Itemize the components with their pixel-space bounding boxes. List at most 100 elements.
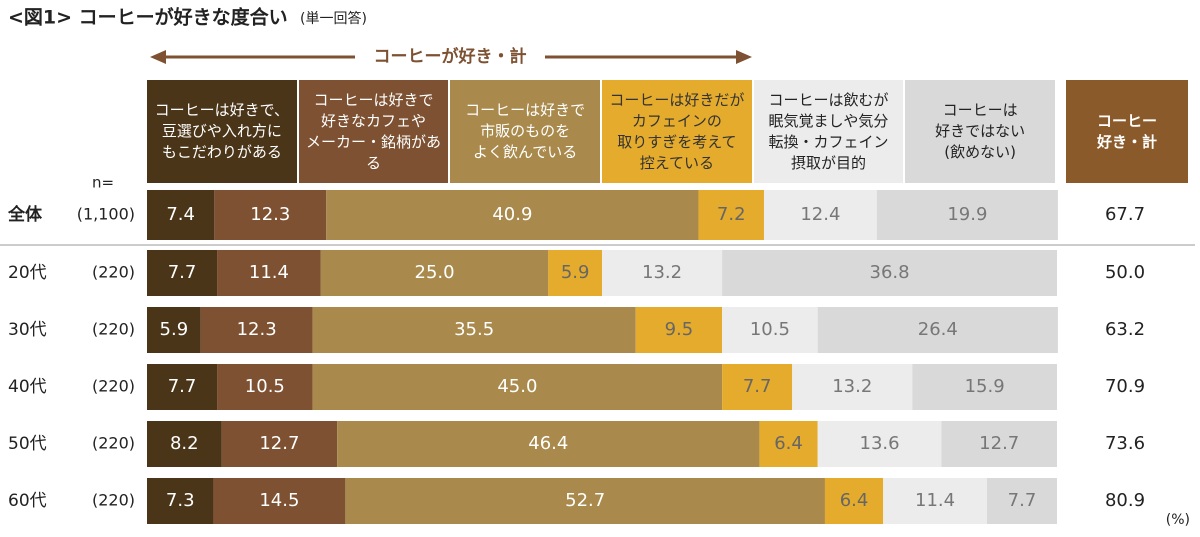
value-label: 5.9 xyxy=(160,319,189,340)
value-label: 12.7 xyxy=(259,433,299,454)
chart-title: <図1> コーヒーが好きな度合い xyxy=(8,6,288,29)
value-label: 10.5 xyxy=(750,319,790,340)
bar-segment xyxy=(986,478,1057,524)
bar-segment xyxy=(698,190,764,240)
annotation: コーヒーが好き・計 xyxy=(374,46,527,67)
bar-segment xyxy=(147,307,201,353)
value-label: 45.0 xyxy=(497,376,537,397)
bar-segment xyxy=(326,190,699,240)
bar-segment xyxy=(722,364,793,410)
legend-header: コーヒーは好きで 市販のものを よく飲んでいる xyxy=(450,80,600,183)
bar-segment xyxy=(147,250,218,296)
bar-segment xyxy=(221,421,338,467)
value-label: 7.3 xyxy=(166,490,195,511)
value-label: 6.4 xyxy=(774,433,803,454)
value-label: 10.5 xyxy=(245,376,285,397)
value-label: 12.3 xyxy=(237,319,277,340)
bar-segment xyxy=(147,421,222,467)
bar-segment xyxy=(217,250,321,296)
total-label: 73.6 xyxy=(1105,433,1145,454)
bar-segment xyxy=(912,364,1057,410)
value-label: 12.3 xyxy=(250,204,290,225)
category-label: 50代 xyxy=(8,434,47,454)
arrow-head xyxy=(150,50,166,64)
legend-header: コーヒーは好きで 好きなカフェや メーカー・銘柄がある xyxy=(298,80,449,183)
n-value-label: (220) xyxy=(92,377,135,396)
annotation-bg xyxy=(355,44,545,70)
bar-segment xyxy=(147,190,215,240)
arrow-head xyxy=(736,50,752,64)
value-label: 13.6 xyxy=(860,433,900,454)
n-value-label: (220) xyxy=(92,434,135,453)
value-label: 6.4 xyxy=(840,490,869,511)
category-label: 20代 xyxy=(8,263,47,283)
bar-segment xyxy=(722,250,1057,296)
n-value-label: (1,100) xyxy=(77,205,135,224)
bar-segment xyxy=(337,421,760,467)
value-label: 25.0 xyxy=(415,262,455,283)
bar-segment xyxy=(213,478,346,524)
legend-header: コーヒーは飲むが 眠気覚ましや気分 転換・カフェイン 摂取が目的 xyxy=(753,80,904,183)
value-label: 7.4 xyxy=(166,204,195,225)
value-label: 7.7 xyxy=(168,376,197,397)
value-label: 40.9 xyxy=(492,204,532,225)
bar-segment xyxy=(824,478,884,524)
bar-segment xyxy=(722,307,818,353)
value-label: 11.4 xyxy=(249,262,289,283)
bar-segment xyxy=(200,307,313,353)
total-label: 67.7 xyxy=(1105,204,1145,225)
bar-segment xyxy=(817,421,942,467)
value-label: 13.2 xyxy=(832,376,872,397)
bar-segment xyxy=(214,190,327,240)
bar-segment xyxy=(147,478,214,524)
bar-segment xyxy=(312,364,723,410)
value-label: 36.8 xyxy=(870,262,910,283)
chart-subtitle: (単一回答) xyxy=(300,10,367,27)
bar-segment xyxy=(763,190,877,240)
category-label: 60代 xyxy=(8,491,47,511)
n-value-label: (220) xyxy=(92,263,135,282)
totals-header: コーヒー 好き・計 xyxy=(1066,80,1188,183)
total-label: 70.9 xyxy=(1105,376,1145,397)
value-label: 15.9 xyxy=(965,376,1005,397)
unit-label: (%) xyxy=(1166,512,1190,528)
value-label: 7.7 xyxy=(168,262,197,283)
bar-segment xyxy=(217,364,313,410)
value-label: 11.4 xyxy=(915,490,955,511)
bar-segment xyxy=(883,478,987,524)
bar-segment xyxy=(759,421,818,467)
bar-segment xyxy=(941,421,1057,467)
bar-segment xyxy=(312,307,636,353)
value-label: 7.7 xyxy=(743,376,772,397)
value-label: 5.9 xyxy=(561,262,590,283)
bar-segment xyxy=(792,364,913,410)
n-value-label: (220) xyxy=(92,491,135,510)
category-label: 30代 xyxy=(8,320,47,340)
value-label: 13.2 xyxy=(642,262,682,283)
value-label: 9.5 xyxy=(665,319,694,340)
legend-header: コーヒーは好きだが カフェインの 取りすぎを考えて 控えている xyxy=(602,80,752,183)
n-value-label: (220) xyxy=(92,320,135,339)
total-label: 63.2 xyxy=(1105,319,1145,340)
value-label: 35.5 xyxy=(454,319,494,340)
bar-segment xyxy=(548,250,602,296)
category-label: 40代 xyxy=(8,377,47,397)
value-label: 26.4 xyxy=(918,319,958,340)
total-label: 80.9 xyxy=(1105,490,1145,511)
bar-segment xyxy=(876,190,1058,240)
bar-segment xyxy=(635,307,723,353)
n-label: n= xyxy=(92,174,114,192)
value-label: 46.4 xyxy=(528,433,568,454)
value-label: 7.7 xyxy=(1008,490,1037,511)
bar-segment xyxy=(147,364,218,410)
bar-segment xyxy=(345,478,825,524)
value-label: 12.4 xyxy=(800,204,840,225)
bar-segment xyxy=(817,307,1058,353)
value-label: 7.2 xyxy=(717,204,746,225)
value-label: 19.9 xyxy=(947,204,987,225)
value-label: 8.2 xyxy=(170,433,199,454)
value-label: 12.7 xyxy=(979,433,1019,454)
bar-segment xyxy=(320,250,549,296)
